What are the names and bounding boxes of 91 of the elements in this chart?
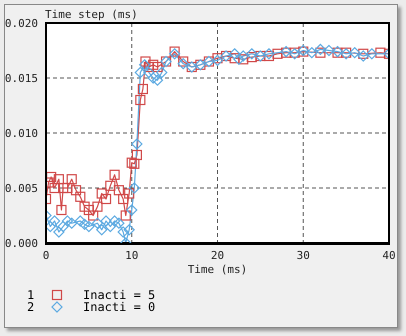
legend-label: Inacti = 5 <box>83 288 156 302</box>
point <box>58 220 69 232</box>
point <box>84 204 94 216</box>
point <box>62 182 73 194</box>
point <box>88 210 98 221</box>
point <box>323 44 335 56</box>
point <box>96 224 108 236</box>
point <box>358 48 368 59</box>
text: 1 <box>27 288 36 302</box>
point <box>79 202 90 212</box>
y-axis-title: Time step (ms) <box>45 8 138 21</box>
point <box>48 215 60 227</box>
point <box>178 56 188 67</box>
point <box>272 48 283 59</box>
point <box>375 48 386 58</box>
point <box>212 54 224 66</box>
y-tick-label: 0.015 <box>4 72 38 85</box>
text: 2 <box>27 300 36 314</box>
point <box>264 50 274 62</box>
point <box>126 204 138 216</box>
point <box>131 138 142 150</box>
point <box>358 50 369 62</box>
point <box>126 158 137 168</box>
point <box>306 47 318 58</box>
point <box>118 194 128 204</box>
point <box>120 210 131 221</box>
point <box>109 215 120 227</box>
point <box>118 226 129 238</box>
point <box>113 218 124 229</box>
point <box>129 158 140 169</box>
point <box>366 48 378 60</box>
point <box>75 192 86 202</box>
point <box>53 226 64 238</box>
point <box>49 182 60 194</box>
x-axis-title: Time (ms) <box>188 262 248 276</box>
point <box>66 218 78 229</box>
point <box>78 218 90 230</box>
point <box>148 72 159 84</box>
point <box>349 47 360 58</box>
point <box>233 54 245 65</box>
point <box>100 194 112 204</box>
point <box>46 220 56 232</box>
point <box>140 56 151 67</box>
point <box>314 44 326 55</box>
point <box>74 215 86 227</box>
y-tick-label: 0.005 <box>4 182 38 195</box>
point <box>135 94 146 106</box>
point <box>134 66 146 78</box>
point <box>83 220 94 232</box>
point <box>92 218 104 229</box>
point <box>315 48 326 58</box>
point <box>143 66 154 78</box>
point <box>263 48 275 60</box>
point <box>96 188 107 199</box>
x-tick-label: 10 <box>125 248 138 262</box>
point <box>229 48 240 60</box>
point <box>104 220 116 232</box>
point <box>46 172 56 182</box>
point <box>62 215 74 227</box>
point <box>148 60 158 70</box>
point <box>92 202 103 212</box>
x-tick-label: 40 <box>382 248 396 262</box>
point <box>66 174 77 184</box>
x-tick-label: 20 <box>210 248 224 262</box>
point <box>124 188 134 199</box>
y-tick-label: 0.010 <box>4 126 38 140</box>
x-tick-label: 30 <box>296 248 310 262</box>
point <box>128 182 140 194</box>
point <box>139 59 150 70</box>
point <box>132 150 142 160</box>
point <box>169 48 180 60</box>
point <box>54 174 64 184</box>
y-tick-label: 0.000 <box>4 236 38 250</box>
point <box>124 224 135 236</box>
point <box>152 62 163 72</box>
point <box>238 50 249 62</box>
point <box>105 180 116 191</box>
point <box>114 185 124 196</box>
legend-label: Inacti = 0 <box>83 300 156 314</box>
x-tick-label: 0 <box>42 248 50 262</box>
point <box>152 74 164 86</box>
point <box>100 215 112 227</box>
y-tick-label: 0.020 <box>4 16 38 30</box>
point <box>56 204 67 216</box>
point <box>246 48 258 60</box>
point <box>138 84 148 94</box>
point <box>70 185 82 196</box>
point <box>156 66 168 78</box>
point <box>110 170 120 180</box>
point <box>170 46 180 57</box>
point <box>178 58 189 70</box>
